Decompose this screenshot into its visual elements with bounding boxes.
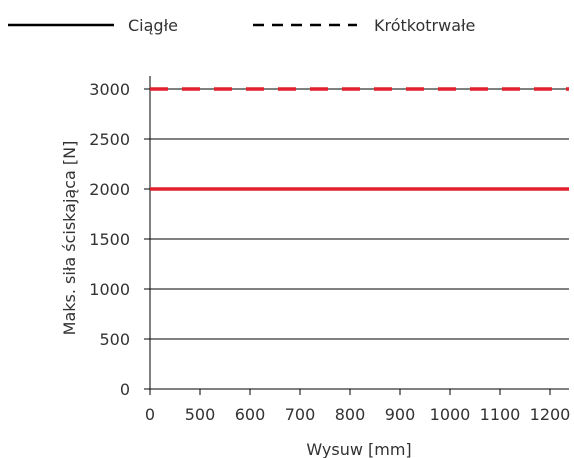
legend-label-short-term: Krótkotrwałe xyxy=(374,16,475,35)
y-tick-label-3000: 3000 xyxy=(89,80,130,99)
y-tick-label-1500: 1500 xyxy=(89,230,130,249)
x-tick-label-0: 0 xyxy=(145,405,155,424)
legend-label-continuous: Ciągłe xyxy=(128,16,178,35)
x-axis-label: Wysuw [mm] xyxy=(306,440,411,458)
y-tick-label-2500: 2500 xyxy=(89,130,130,149)
x-tick-label-500: 500 xyxy=(185,405,216,424)
x-tick-label-1200: 1200 xyxy=(530,405,571,424)
x-tick-label-800: 800 xyxy=(335,405,366,424)
x-tick-label-600: 600 xyxy=(235,405,266,424)
x-axis-ticks: 0 500 600 700 800 900 1000 1100 1200 xyxy=(145,389,570,424)
y-tick-label-0: 0 xyxy=(120,380,130,399)
x-tick-label-900: 900 xyxy=(385,405,416,424)
x-tick-label-700: 700 xyxy=(285,405,316,424)
y-tick-label-2000: 2000 xyxy=(89,180,130,199)
grid xyxy=(150,88,569,340)
x-tick-label-1000: 1000 xyxy=(430,405,471,424)
legend-item-continuous: Ciągłe xyxy=(8,16,178,35)
y-axis-label: Maks. siła ściskająca [N] xyxy=(60,141,79,336)
series xyxy=(150,87,569,191)
legend: Ciągłe Krótkotrwałe xyxy=(8,16,475,35)
y-axis-ticks: 0 500 1000 1500 2000 2500 3000 xyxy=(89,80,150,399)
y-tick-label-500: 500 xyxy=(99,330,130,349)
legend-item-short-term: Krótkotrwałe xyxy=(253,16,475,35)
y-tick-label-1000: 1000 xyxy=(89,280,130,299)
x-tick-label-1100: 1100 xyxy=(480,405,521,424)
axes xyxy=(149,76,569,390)
